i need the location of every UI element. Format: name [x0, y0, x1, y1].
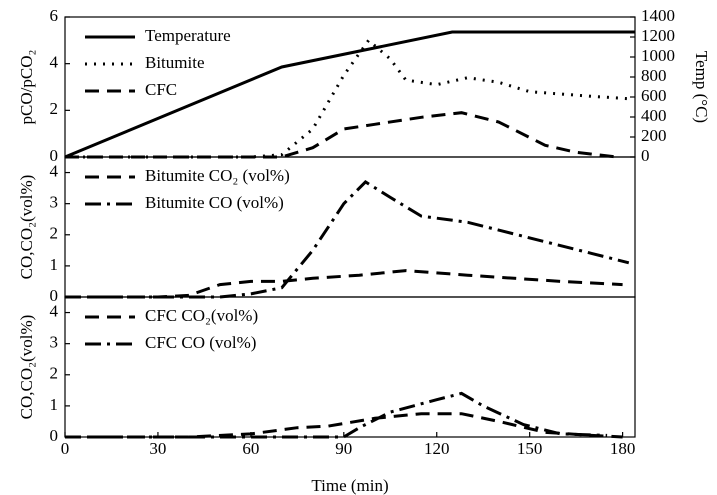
x-tick-label: 30: [149, 439, 166, 458]
x-tick-label: 120: [424, 439, 450, 458]
y-tick-label: 0: [50, 146, 59, 165]
y-tick-label: 0: [50, 426, 59, 445]
series-line: [65, 391, 608, 439]
legend-label: Bitumite CO₂ (vol%): [145, 166, 290, 185]
y-tick-label: 6: [50, 6, 59, 25]
x-tick-label: 90: [335, 439, 352, 458]
y-tick-label: 4: [50, 301, 59, 320]
legend-label: CFC CO₂(vol%): [145, 306, 258, 325]
y-axis-label: pCO/pCO₂: [17, 50, 36, 125]
legend-label: CFC CO (vol%): [145, 333, 256, 352]
y-tick-label: 4: [50, 161, 59, 180]
y-axis-label: CO,CO₂(vol%): [17, 315, 36, 420]
x-tick-label: 180: [610, 439, 636, 458]
y-tick-label: 1: [50, 395, 59, 414]
series-line: [65, 179, 630, 299]
y2-tick-label: 400: [641, 106, 667, 125]
y-tick-label: 3: [50, 193, 59, 212]
series-line: [64, 30, 635, 159]
x-tick-label: 60: [242, 439, 259, 458]
series-line: [65, 269, 623, 299]
series-line: [65, 111, 617, 159]
legend-label: Bitumite CO (vol%): [145, 193, 284, 212]
y2-tick-label: 800: [641, 66, 667, 85]
y2-tick-label: 1000: [641, 46, 675, 65]
y-tick-label: 3: [50, 333, 59, 352]
legend-label: CFC: [145, 80, 177, 99]
legend-label: Temperature: [145, 26, 231, 45]
y-tick-label: 2: [50, 364, 59, 383]
y-tick-label: 2: [50, 99, 59, 118]
y-tick-label: 4: [50, 53, 59, 72]
x-tick-label: 150: [517, 439, 543, 458]
x-tick-label: 0: [61, 439, 70, 458]
y-tick-label: 0: [50, 286, 59, 305]
y2-tick-label: 1200: [641, 26, 675, 45]
y2-tick-label: 0: [641, 146, 650, 165]
y2-tick-label: 600: [641, 86, 667, 105]
y-tick-label: 1: [50, 255, 59, 274]
y2-tick-label: 1400: [641, 6, 675, 25]
y2-axis-label: Temp (°C): [692, 51, 711, 123]
x-axis-label: Time (min): [311, 476, 388, 495]
legend-label: Bitumite: [145, 53, 205, 72]
y-tick-label: 2: [50, 224, 59, 243]
y-axis-label: CO,CO₂(vol%): [17, 175, 36, 280]
plot-frame: [64, 296, 636, 438]
y2-tick-label: 200: [641, 126, 667, 145]
